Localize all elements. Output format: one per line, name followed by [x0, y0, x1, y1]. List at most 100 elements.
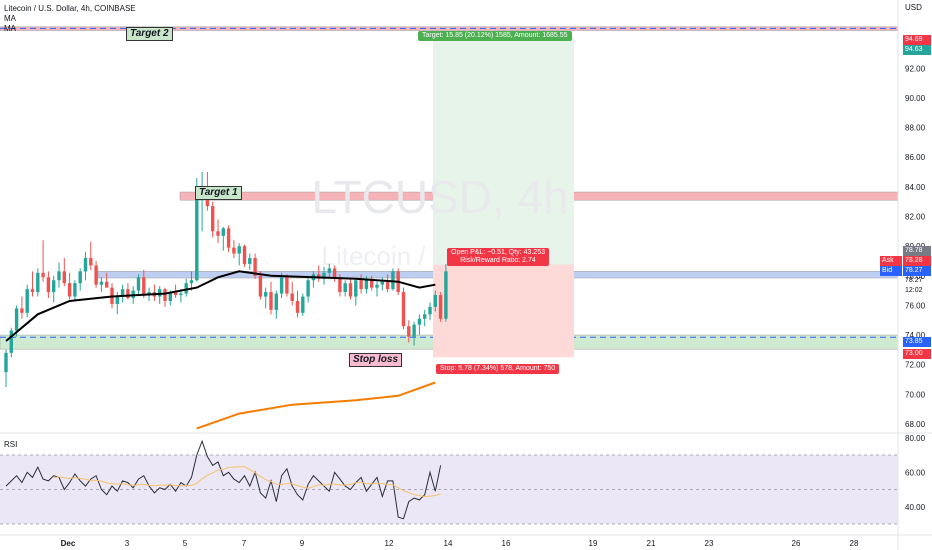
price-tag-73-00: 73.00: [903, 349, 931, 359]
moving-averages-layer: [5, 270, 436, 430]
candle-body: [338, 278, 342, 293]
candle-body: [4, 352, 8, 373]
time-tick-label: 5: [183, 539, 188, 548]
last-price: 78.27: [905, 277, 923, 284]
price-tick-label: 68.00: [905, 420, 926, 429]
price-tag-73-85: 73.85: [903, 337, 931, 347]
candle-body: [433, 295, 437, 307]
price-tick-label: 78.00: [905, 272, 926, 281]
candle-body: [46, 277, 51, 293]
price-tag-94-69: 94.69: [903, 35, 931, 45]
candle-body: [195, 198, 199, 281]
price-tick-label: 90.00: [905, 94, 926, 103]
candle-body: [359, 280, 363, 290]
candle-body: [30, 289, 35, 293]
candle-body: [364, 278, 369, 290]
profit-zone: [433, 36, 574, 272]
candle-body: [322, 272, 326, 279]
candle-body: [73, 283, 77, 297]
ma2-legend: MA: [4, 24, 16, 33]
candle-body: [370, 278, 374, 288]
candle-body: [412, 324, 416, 337]
time-tick-label: 14: [444, 539, 453, 548]
candle-body: [428, 306, 432, 315]
rsi-band: [0, 455, 898, 524]
candle-body: [41, 272, 45, 278]
candle-body: [189, 280, 194, 284]
ask-price: 78.28: [903, 256, 931, 266]
candle-body: [306, 280, 310, 297]
candle-body: [237, 246, 241, 254]
candle-body: [126, 289, 130, 299]
candle-body: [348, 283, 353, 297]
ma-orange-line: [196, 381, 436, 430]
candle-body: [295, 300, 300, 313]
candle-body: [253, 258, 257, 276]
candle-body: [242, 246, 247, 264]
candle-body: [120, 289, 125, 297]
bar-countdown: 12:02: [905, 287, 923, 294]
price-tick-label: 74.00: [905, 331, 926, 340]
candle-body: [78, 271, 82, 284]
candle-body: [20, 308, 24, 313]
candle-body: [179, 293, 183, 296]
candle-body: [269, 292, 273, 310]
chart-legend: Litecoin / U.S. Dollar, 4h, COINBASE MA …: [4, 4, 136, 34]
candle-body: [9, 330, 13, 353]
candle-body: [391, 271, 395, 290]
candle-body: [131, 290, 135, 299]
candle-body: [52, 280, 56, 293]
rsi-ma-line: [53, 466, 441, 498]
rsi-tick-label: 40.00: [905, 503, 926, 512]
candle-body: [184, 283, 188, 294]
ma-black-line: [5, 270, 436, 342]
candle-body: [173, 292, 178, 296]
candle-body: [89, 258, 93, 266]
candle-body: [221, 228, 225, 236]
candle-body: [423, 314, 427, 319]
pnl-line-1: Open P&L: −0.51, Qty: 43.253: [451, 249, 545, 256]
price-tick-label: 92.00: [905, 64, 926, 73]
ask-label: Ask: [880, 256, 902, 266]
bid-price: 78.27: [903, 266, 931, 276]
candle-body: [343, 283, 347, 293]
time-tick-label: 3: [125, 539, 130, 548]
candle-body: [285, 277, 289, 294]
time-tick-label: Dec: [61, 539, 76, 548]
candle-body: [94, 265, 98, 285]
time-tick-label: 12: [385, 539, 394, 548]
time-tick-label: 19: [589, 539, 598, 548]
stop-badge: Stop: 5.78 (7.34%) 578, Amount: 750: [436, 364, 560, 374]
candle-body: [375, 284, 379, 288]
candle-body: [332, 268, 337, 279]
watermark-ticker: LTCUSD, 4h: [311, 171, 568, 223]
price-axis-unit: USD: [905, 3, 922, 12]
candle-body: [115, 296, 119, 304]
candle-body: [25, 289, 29, 313]
candle-body: [216, 231, 220, 236]
candle-body: [105, 281, 109, 288]
time-tick-label: 21: [647, 539, 656, 548]
candle-body: [163, 289, 167, 301]
price-tick-label: 84.00: [905, 183, 926, 192]
time-tick-label: 26: [792, 539, 801, 548]
candle-body: [401, 292, 406, 327]
candle-body: [226, 228, 231, 248]
candle-body: [417, 318, 422, 325]
symbol-legend: Litecoin / U.S. Dollar, 4h, COINBASE: [4, 4, 136, 13]
candle-body: [407, 326, 411, 337]
time-tick-label: 23: [705, 539, 714, 548]
time-tick-label: 9: [300, 539, 305, 548]
candle-body: [158, 289, 162, 297]
rsi-label: RSI: [4, 440, 18, 449]
candle-body: [354, 280, 358, 297]
time-tick-label: 16: [502, 539, 511, 548]
price-tick-label: 72.00: [905, 361, 926, 370]
candle-body: [444, 271, 448, 319]
candle-body: [83, 258, 88, 272]
rsi-tick-label: 60.00: [905, 468, 926, 477]
candle-body: [14, 308, 19, 331]
candle-body: [168, 292, 172, 301]
